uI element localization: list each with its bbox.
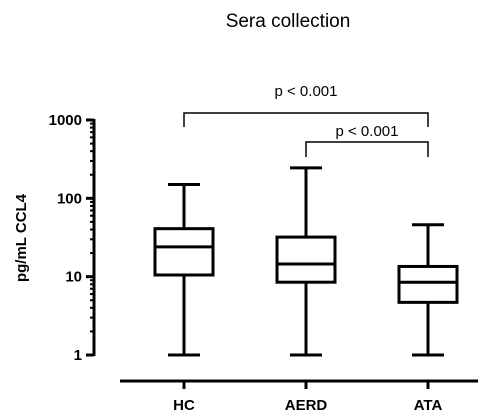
x-category-label: AERD — [285, 397, 328, 414]
y-tick-label: 1 — [74, 347, 82, 364]
x-category-label: ATA — [414, 397, 443, 414]
y-tick-label: 100 — [57, 190, 82, 207]
iqr-box — [153, 227, 215, 277]
significance-bracket — [183, 112, 429, 127]
significance-label: p < 0.001 — [336, 123, 399, 140]
y-axis-label: pg/mL CCL4 — [13, 193, 30, 282]
iqr-box — [397, 264, 459, 304]
y-tick-label: 1000 — [49, 112, 82, 129]
y-tick-label: 10 — [65, 269, 82, 286]
x-category-label: HC — [173, 397, 195, 414]
significance-bracket — [305, 141, 429, 157]
iqr-box — [275, 235, 337, 284]
significance-label: p < 0.001 — [275, 83, 338, 100]
chart-title: Sera collection — [226, 11, 351, 32]
plot-area: 1 10 100 1000 HC AERD ATA p < 0.001 p < 0.001 — [49, 83, 478, 414]
